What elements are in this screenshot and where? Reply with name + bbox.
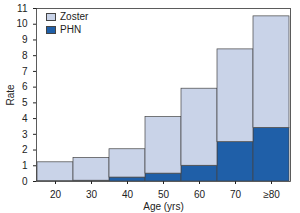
svg-text:10: 10 bbox=[16, 18, 28, 29]
svg-text:7: 7 bbox=[22, 66, 28, 77]
svg-text:20: 20 bbox=[50, 189, 62, 200]
svg-text:4: 4 bbox=[22, 113, 28, 124]
svg-text:Age (yrs): Age (yrs) bbox=[143, 201, 184, 212]
svg-text:0: 0 bbox=[22, 176, 28, 187]
svg-text:Rate: Rate bbox=[5, 84, 16, 106]
svg-text:6: 6 bbox=[22, 81, 28, 92]
svg-text:30: 30 bbox=[86, 189, 98, 200]
svg-text:11: 11 bbox=[17, 3, 28, 14]
svg-text:1: 1 bbox=[22, 160, 28, 171]
svg-text:50: 50 bbox=[158, 189, 170, 200]
html-text:Zoster: Zoster bbox=[60, 11, 89, 22]
svg-text:60: 60 bbox=[194, 189, 206, 200]
svg-text:2: 2 bbox=[22, 144, 28, 155]
svg-text:≥80: ≥80 bbox=[263, 189, 280, 200]
svg-text:40: 40 bbox=[122, 189, 134, 200]
svg-text:3: 3 bbox=[22, 129, 28, 140]
svg-text:8: 8 bbox=[22, 50, 28, 61]
svg-text:9: 9 bbox=[22, 34, 28, 45]
html-text:PHN: PHN bbox=[60, 24, 82, 35]
svg-text:5: 5 bbox=[22, 97, 28, 108]
svg-text:70: 70 bbox=[230, 189, 242, 200]
